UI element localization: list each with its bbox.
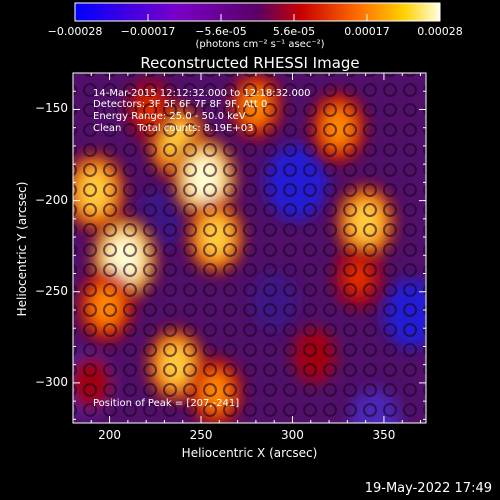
y-tick-label: −250 [35, 283, 68, 298]
x-tick-label: 250 [189, 428, 213, 442]
annotation-energy: Energy Range: 25.0 - 50.0 keV [93, 111, 246, 122]
axis-ticks [73, 73, 426, 423]
annotation-clean: Clean Total counts: 8.19E+03 [93, 123, 254, 134]
colorbar-tick-label: −0.00028 [47, 25, 103, 38]
colorbar-tick-label: 5.6e-05 [272, 25, 316, 38]
y-tick-label: −200 [35, 192, 68, 207]
annotation-time: 14-Mar-2015 12:12:32.000 to 12:18:32.000 [93, 88, 311, 99]
x-tick-label: 350 [372, 428, 396, 442]
colorbar-tick-label: −5.6e-05 [195, 25, 247, 38]
colorbar [74, 2, 441, 22]
footer-date: 19-May-2022 17:49 [364, 481, 492, 496]
heatmap-texture [73, 73, 426, 423]
x-tick-label: 200 [98, 428, 122, 442]
y-tick-label: −150 [35, 101, 68, 116]
y-axis-label: Heliocentric Y (arcsec) [15, 181, 29, 317]
colorbar-tick-label: 0.00028 [417, 25, 463, 38]
colorbar-unit-label: (photons cm⁻² s⁻¹ asec⁻²) [195, 39, 325, 50]
annotation-detectors: Detectors: 3F 5F 6F 7F 8F 9F, Att 0 [93, 99, 268, 110]
x-tick-label: 300 [281, 428, 304, 442]
plot-frame [72, 72, 427, 424]
x-axis-label: Heliocentric X (arcsec) [181, 446, 318, 460]
annotation-peak-position: Position of Peak = [207,-241] [93, 398, 240, 409]
colorbar-tick-label: −0.00017 [120, 25, 176, 38]
colorbar-ticks [74, 14, 441, 21]
chart-title: Reconstructed RHESSI Image [140, 54, 360, 72]
y-tick-label: −300 [35, 374, 68, 389]
colorbar-gradient [74, 2, 441, 22]
colorbar-tick-labels: −0.00028 −0.00017 −5.6e-05 5.6e-05 0.00017 0.… [0, 22, 500, 38]
colorbar-tick-label: 0.00017 [344, 25, 390, 38]
